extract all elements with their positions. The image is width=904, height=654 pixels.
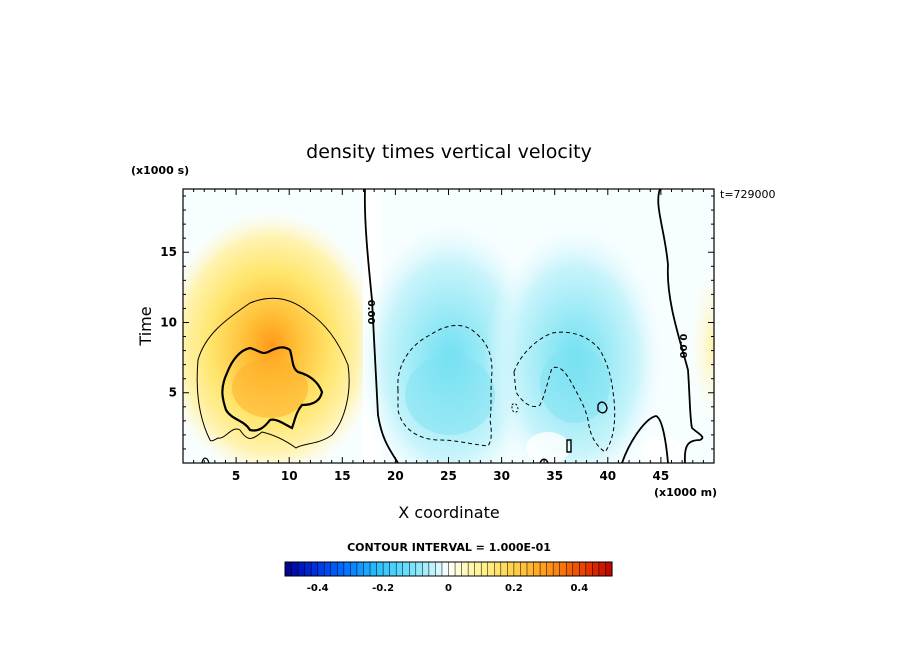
colorbar-cell [363,561,371,577]
colorbar-tick-label: 0 [445,583,452,594]
colorbar-cell [579,561,587,577]
y-tick-label: 15 [160,245,177,259]
colorbar-cell [572,561,580,577]
colorbar-cell [409,561,417,577]
contour-0p2 [221,346,324,432]
colorbar-cell [435,561,443,577]
colorbar-cell [605,561,613,577]
colorbar-cell [520,561,528,577]
colorbar-cell [448,561,456,577]
colorbar-cell [513,561,521,577]
colorbar-cell [565,561,574,577]
colorbar-cell [592,561,600,577]
positive-region-right [690,265,714,425]
x-tick-label: 35 [546,469,563,483]
colorbar-cell [494,561,502,577]
y-tick-label: 10 [160,315,177,329]
colorbar-cell [598,561,607,577]
colorbar-cell [467,561,476,577]
colorbar-cell [330,561,338,577]
colorbar-cell [389,561,397,577]
colorbar-cell [350,561,358,577]
positive-core [232,358,308,418]
colorbar-cell [533,561,541,577]
zero-contour-right [657,189,704,463]
colorbar-cell [297,561,306,577]
colorbar-cell [585,561,593,577]
zero-contour-label-left: 0.00 [365,300,376,325]
colorbar-cell [559,561,567,577]
colorbar-cell [356,561,365,577]
colorbar-cell [487,561,495,577]
x-tick-label: 25 [440,469,457,483]
y-unit-label: (x1000 s) [131,164,189,177]
colorbar-cell [284,561,293,577]
contour-interval-text: CONTOUR INTERVAL = 1.000E-01 [347,541,551,554]
colorbar-cell [500,561,508,577]
colorbar-cell [376,561,384,577]
colorbar-cell [526,561,535,577]
contour-0p1 [196,297,350,449]
colorbar [284,561,613,577]
x-axis-ticks: 5 10 15 20 25 30 35 40 45 [193,189,704,483]
plot-area: 0.00 0.00 [183,189,714,463]
colorbar-cell [552,561,561,577]
x-tick-label: 15 [334,469,351,483]
colorbar-cell [291,561,299,577]
colorbar-cell [310,561,319,577]
x-tick-label: 40 [599,469,616,483]
colorbar-cell [428,561,436,577]
colorbar-cell [454,561,463,577]
time-stamp: t=729000 [720,188,776,201]
x-tick-label: 45 [653,469,670,483]
x-tick-label: 30 [493,469,510,483]
x-unit-label: (x1000 m) [654,486,717,499]
y-tick-label: 5 [169,386,177,400]
colorbar-cell [415,561,423,577]
colorbar-cell [546,561,554,577]
colorbar-cell [507,561,515,577]
contour-neg-0p1-right [513,331,616,453]
y-axis-ticks: 5 10 15 [160,195,714,450]
colorbar-cell [395,561,404,577]
colorbar-cell [337,561,345,577]
colorbar-ticks: -0.4 -0.2 0 0.2 0.4 [307,583,588,594]
x-tick-label: 20 [387,469,404,483]
colorbar-cell [317,561,325,577]
colorbar-tick-label: 0.4 [570,583,588,594]
positive-region-left [183,210,383,463]
colorbar-cell [422,561,430,577]
colorbar-cell [474,561,482,577]
colorbar-cell [369,561,378,577]
colorbar-cell [480,561,489,577]
colorbar-cell [343,561,351,577]
zero-contour-label-right: 0.00 [677,334,688,359]
y-axis-label: Time [136,306,155,346]
negative-region-right [485,225,665,463]
colorbar-tick-label: -0.4 [307,583,329,594]
x-tick-label: 5 [232,469,240,483]
chart-title: density times vertical velocity [306,141,592,163]
colorbar-tick-label: 0.2 [505,583,523,594]
x-tick-label: 10 [281,469,298,483]
colorbar-tick-label: -0.2 [372,583,394,594]
colorbar-cell [323,561,332,577]
x-axis-label: X coordinate [398,503,499,522]
zero-contour-left [363,189,399,463]
colorbar-cell [382,561,391,577]
colorbar-cell [304,561,312,577]
colorbar-cell [539,561,548,577]
colorbar-cell [461,561,469,577]
colorbar-cell [402,561,410,577]
colorbar-cell [441,561,450,577]
